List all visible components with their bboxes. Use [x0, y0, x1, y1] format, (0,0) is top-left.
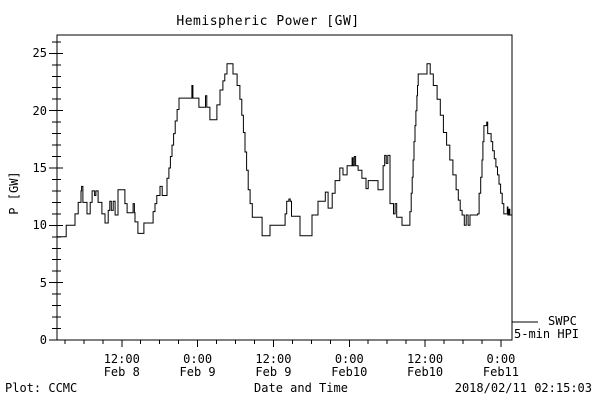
x-tick-time-label: 0:00	[486, 352, 516, 366]
y-tick-label: 0	[39, 333, 47, 347]
x-axis-title: Date and Time	[254, 381, 348, 395]
x-tick-time-label: 12:00	[255, 352, 292, 366]
plot-source-label: Plot: CCMC	[5, 381, 78, 395]
x-tick-time-label: 12:00	[407, 352, 444, 366]
x-tick-date-label: Feb10	[407, 365, 444, 379]
x-tick-date-label: Feb 8	[103, 365, 140, 379]
hpi-step-line	[57, 63, 512, 238]
x-tick-time-label: 0:00	[183, 352, 213, 366]
legend-series-desc: 5-min HPI	[514, 327, 580, 341]
x-tick-time-label: 0:00	[334, 352, 364, 366]
x-tick-date-label: Feb11	[482, 365, 519, 379]
y-tick-label: 15	[32, 161, 47, 175]
y-tick-label: 25	[32, 46, 47, 61]
x-tick-date-label: Feb 9	[255, 365, 292, 379]
x-tick-time-label: 12:00	[103, 352, 140, 366]
plot-timestamp: 2018/02/11 02:15:03	[454, 381, 592, 395]
y-tick-label: 10	[32, 218, 47, 233]
x-tick-date-label: Feb10	[331, 365, 368, 379]
plot-frame	[56, 34, 513, 341]
y-tick-label: 20	[32, 103, 47, 118]
legend-series-name: SWPC	[548, 314, 577, 328]
axis-ticks	[49, 41, 502, 347]
y-tick-label: 5	[39, 275, 47, 290]
x-tick-date-label: Feb 9	[179, 365, 216, 379]
chart-title: Hemispheric Power [GW]	[176, 14, 360, 29]
